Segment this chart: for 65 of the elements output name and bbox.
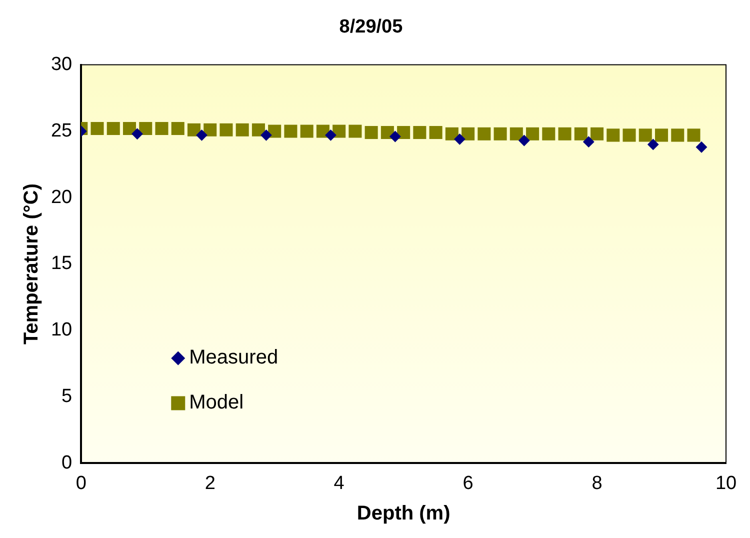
point xyxy=(171,122,184,136)
point xyxy=(648,138,659,150)
point xyxy=(196,130,208,141)
point xyxy=(187,123,200,136)
point xyxy=(574,127,588,140)
point xyxy=(445,127,458,140)
y-tick-label: 20 xyxy=(50,186,72,208)
point xyxy=(364,126,378,140)
point xyxy=(462,127,475,140)
x-tick-label: 10 xyxy=(715,472,737,494)
point xyxy=(316,124,330,138)
y-tick-label: 25 xyxy=(50,120,72,142)
point xyxy=(236,123,249,136)
point xyxy=(510,127,523,140)
point xyxy=(622,128,636,142)
point xyxy=(284,124,298,138)
point xyxy=(526,127,540,140)
legend-label: Model xyxy=(189,392,244,414)
point xyxy=(590,127,604,140)
x-tick-label: 6 xyxy=(462,472,474,494)
point xyxy=(429,126,442,140)
x-tick-label: 4 xyxy=(334,472,345,494)
point xyxy=(687,128,700,142)
x-axis-title: Depth (m) xyxy=(356,502,450,525)
point xyxy=(542,127,556,140)
y-axis-title: Temperature (°C) xyxy=(20,184,43,344)
point xyxy=(413,126,426,140)
point xyxy=(638,128,652,142)
point xyxy=(606,128,620,142)
point xyxy=(220,123,233,136)
point xyxy=(106,122,120,136)
point xyxy=(332,124,346,138)
point xyxy=(252,123,265,136)
point xyxy=(204,123,217,136)
point xyxy=(655,128,668,142)
point xyxy=(671,128,684,142)
point xyxy=(454,134,466,145)
y-tick-label: 30 xyxy=(50,54,72,76)
point xyxy=(696,142,707,153)
y-tick-label: 15 xyxy=(50,253,72,274)
point xyxy=(397,126,410,140)
point xyxy=(139,122,152,136)
x-tick-label: 0 xyxy=(76,472,86,494)
y-tick-label: 5 xyxy=(62,386,72,408)
point xyxy=(268,124,282,138)
point xyxy=(260,130,272,141)
x-tick-label: 8 xyxy=(592,472,602,494)
point xyxy=(325,130,336,141)
point xyxy=(494,127,507,140)
point xyxy=(348,124,362,138)
x-tick-label: 2 xyxy=(204,472,216,494)
y-tick-label: 0 xyxy=(62,452,72,474)
point xyxy=(390,131,401,142)
point xyxy=(132,128,143,140)
point xyxy=(300,124,314,138)
point xyxy=(583,136,594,148)
point xyxy=(558,127,572,140)
point xyxy=(518,134,530,146)
point xyxy=(90,122,104,136)
point xyxy=(155,122,168,136)
chart-title: 8/29/05 xyxy=(339,16,404,38)
y-tick-label: 10 xyxy=(50,320,72,341)
legend-label: Measured xyxy=(189,346,278,369)
point xyxy=(122,122,136,136)
point xyxy=(478,127,491,140)
